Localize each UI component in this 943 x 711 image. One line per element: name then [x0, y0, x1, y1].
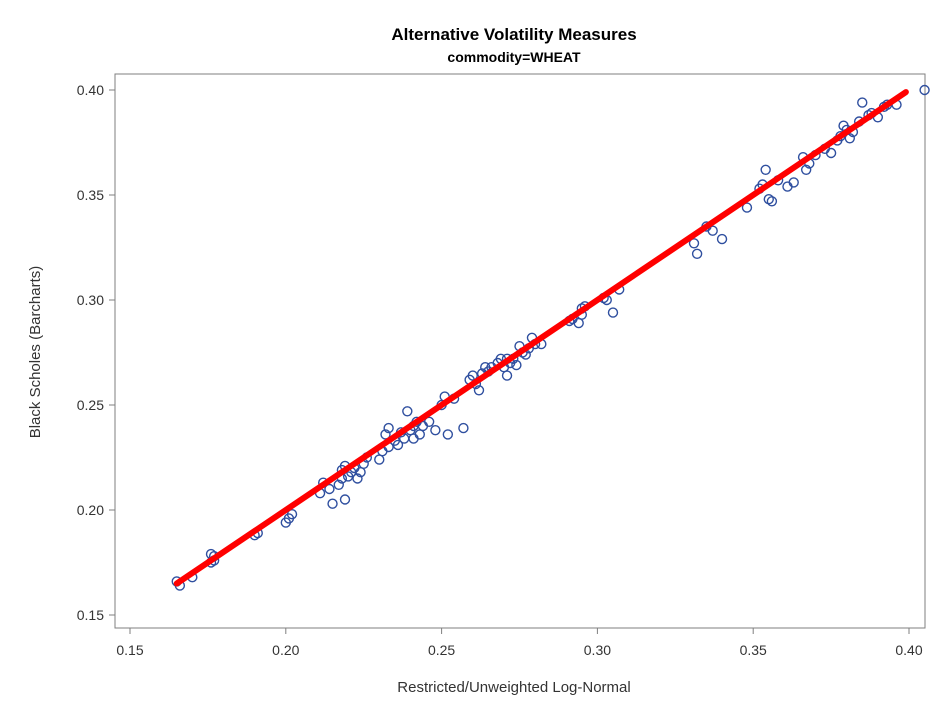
data-point [844, 133, 855, 144]
data-point [763, 193, 774, 205]
data-point [374, 454, 385, 465]
x-tick-label: 0.20 [272, 642, 299, 658]
data-point [691, 248, 703, 260]
y-tick-label: 0.15 [77, 607, 104, 623]
data-point [286, 509, 298, 520]
y-tick-label: 0.35 [77, 187, 104, 203]
data-point [327, 498, 338, 509]
data-point [741, 202, 753, 213]
data-point [573, 317, 584, 329]
data-point [458, 422, 469, 434]
data-point [782, 181, 793, 192]
x-axis-label: Restricted/Unweighted Log-Normal [397, 679, 630, 696]
data-point [402, 406, 413, 417]
y-tick-label: 0.40 [77, 82, 104, 98]
chart-title: Alternative Volatility Measures [391, 25, 636, 44]
plot-frame [114, 73, 926, 629]
data-point [339, 494, 351, 505]
x-tick-label: 0.40 [895, 642, 922, 658]
data-point [511, 359, 522, 371]
data-point [383, 422, 394, 434]
x-tick-label: 0.30 [584, 642, 611, 658]
data-point [380, 429, 391, 440]
x-tick-label: 0.35 [740, 642, 767, 658]
fit-line-layer [173, 89, 909, 587]
data-point [408, 433, 419, 444]
data-point [716, 233, 728, 245]
data-point [501, 370, 513, 381]
x-axis: 0.15 0.20 0.25 0.30 0.35 0.40 [116, 628, 923, 658]
data-point [430, 425, 441, 436]
data-point [352, 473, 363, 484]
data-point [788, 177, 799, 188]
data-point [442, 429, 454, 440]
y-tick-label: 0.25 [77, 397, 104, 413]
data-point [688, 238, 700, 249]
y-tick-label: 0.30 [77, 292, 104, 308]
data-point [333, 479, 344, 490]
data-point [766, 196, 778, 207]
data-point [919, 84, 930, 96]
data-point [760, 164, 771, 176]
y-axis-label: Black Scholes (Barcharts) [27, 266, 44, 439]
y-tick-label: 0.20 [77, 502, 104, 518]
y-axis: 0.15 0.20 0.25 0.30 0.35 0.40 [77, 82, 115, 623]
data-point [414, 429, 425, 440]
data-point [857, 97, 868, 108]
data-point [825, 147, 837, 159]
data-point [392, 439, 404, 451]
x-tick-label: 0.25 [428, 642, 455, 658]
x-tick-label: 0.15 [116, 642, 143, 658]
data-point [473, 385, 485, 396]
data-point [707, 225, 718, 236]
data-point [607, 307, 619, 318]
chart-subtitle: commodity=WHEAT [447, 49, 581, 65]
fit-line [173, 89, 909, 587]
scatter-points [171, 84, 930, 591]
data-point [324, 483, 335, 495]
data-point [423, 416, 435, 427]
data-point [800, 164, 812, 176]
